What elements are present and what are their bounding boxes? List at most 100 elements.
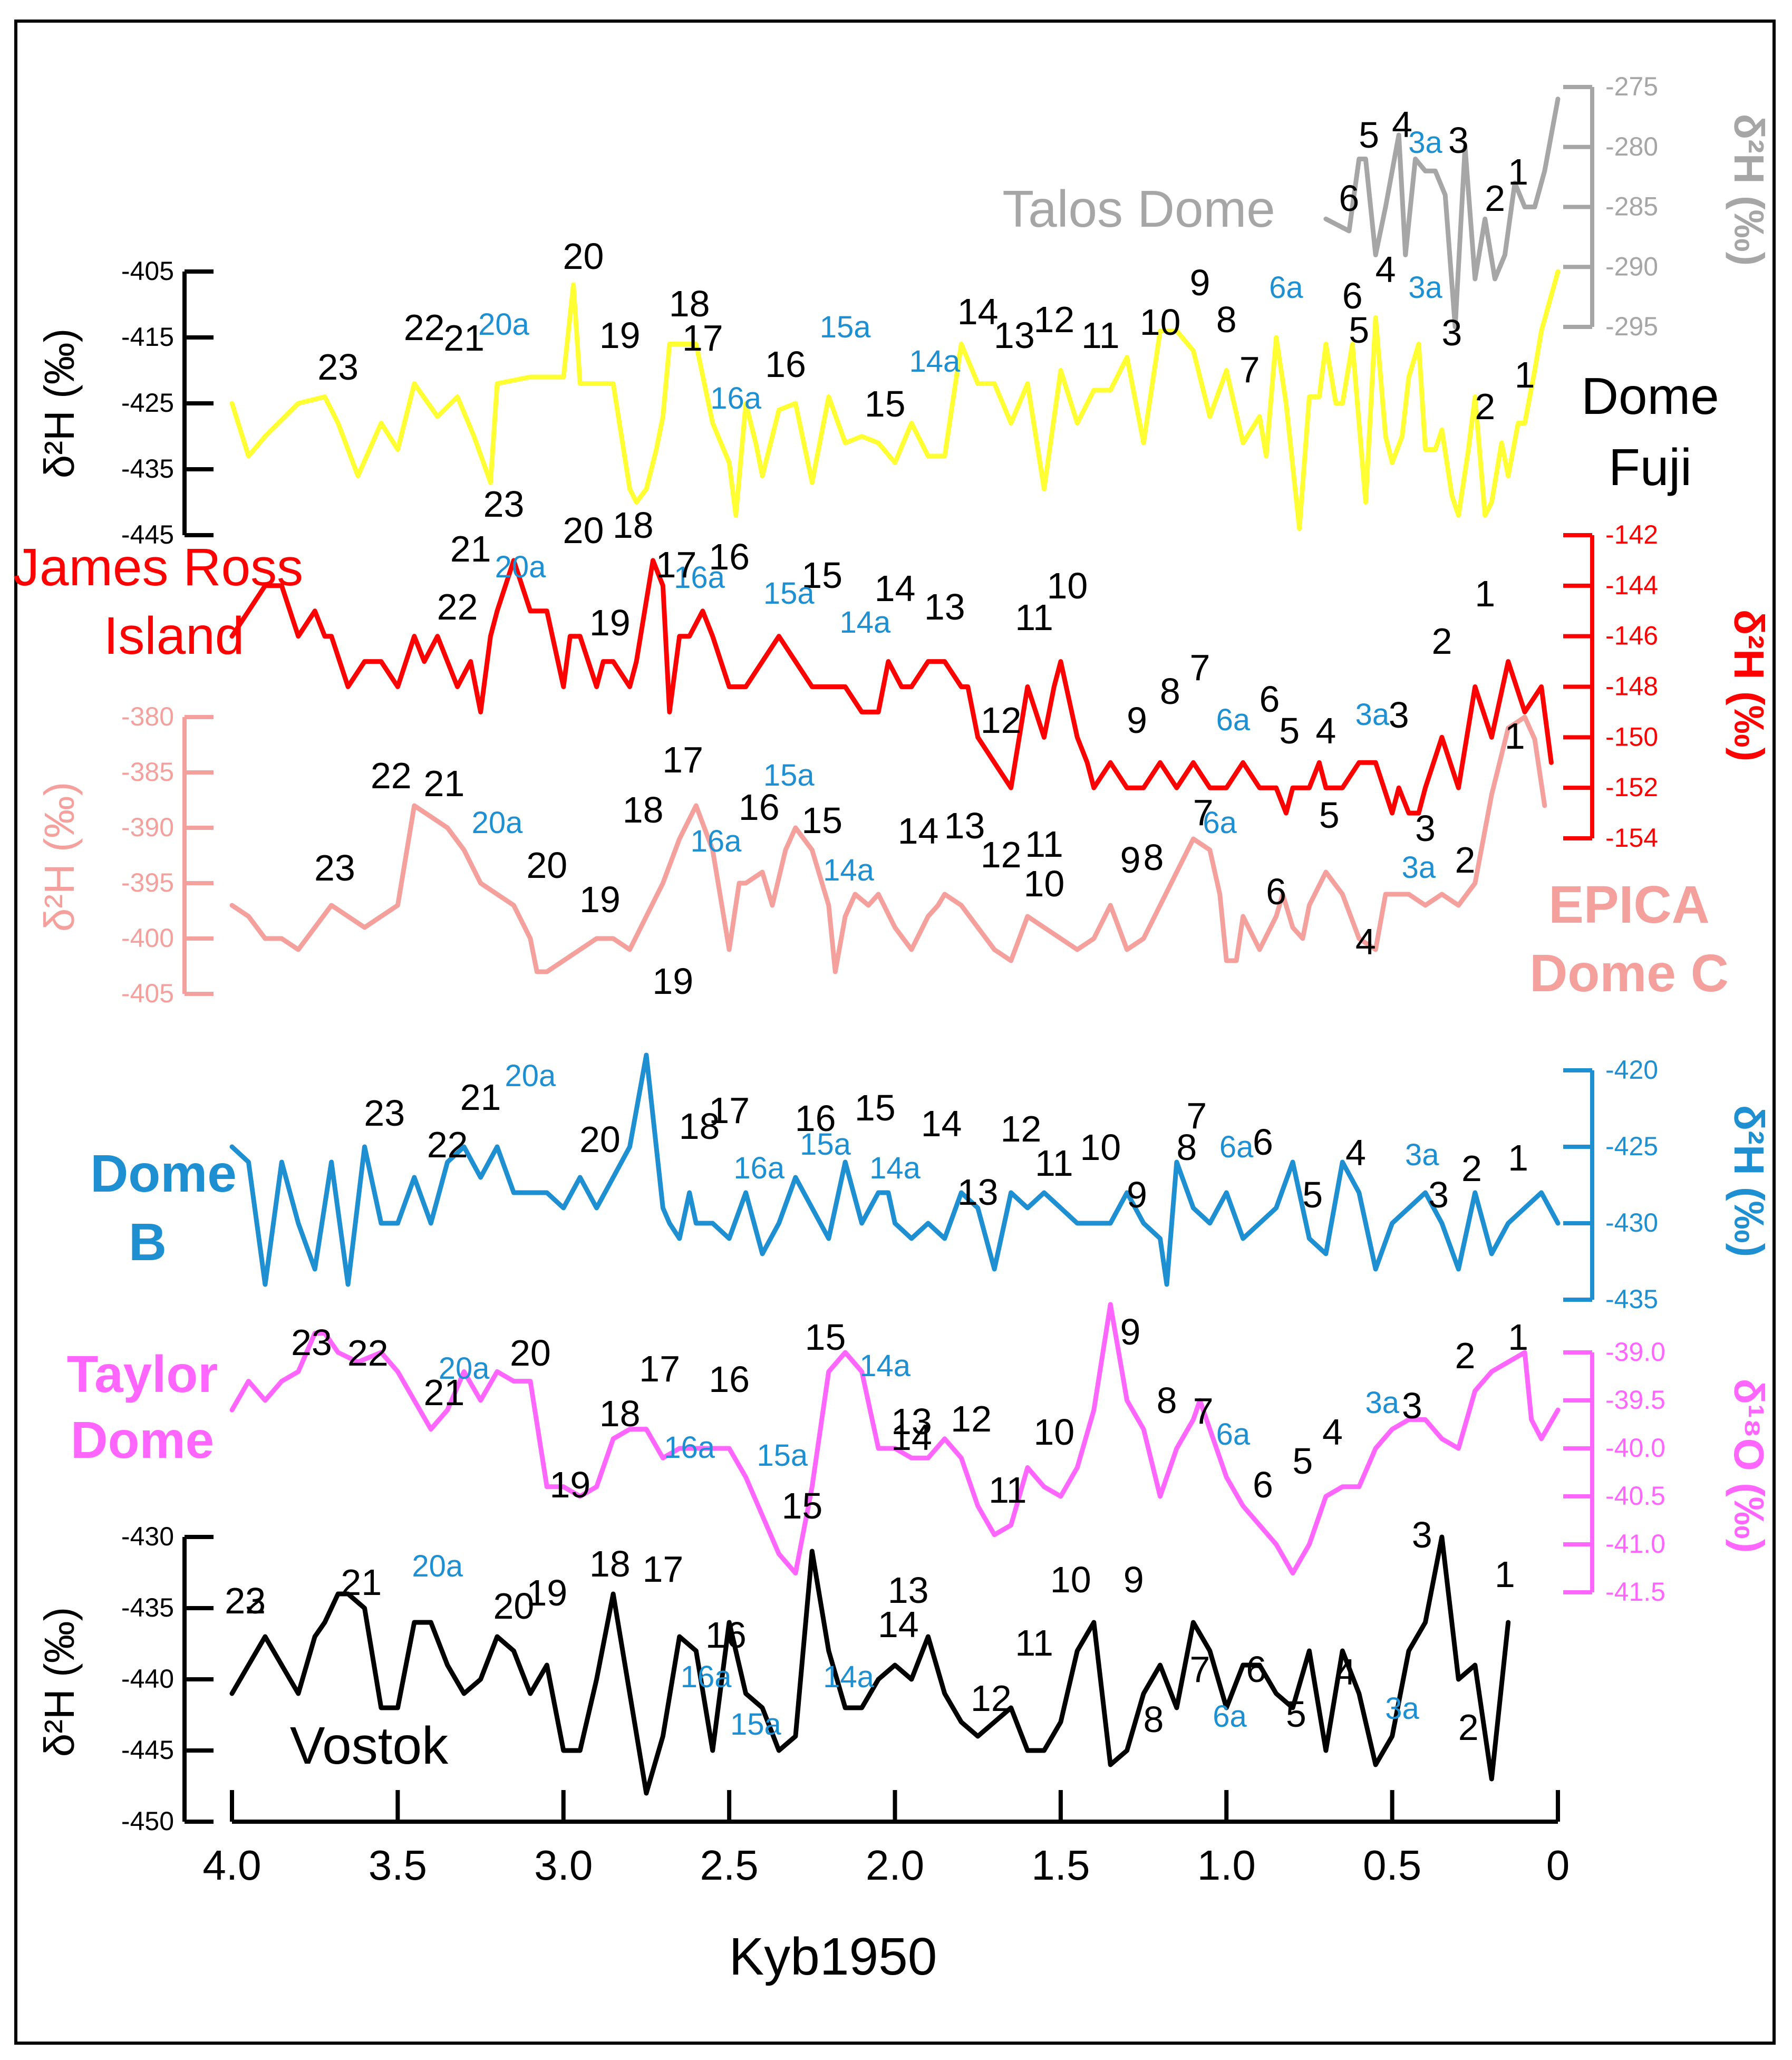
epica-dome-c-event-label: 17 [662, 739, 703, 780]
dome-b-event-label: 4 [1345, 1132, 1366, 1173]
epica-dome-c-event-label: 18 [623, 789, 664, 830]
james-ross-island-event-label: 11 [1015, 597, 1053, 638]
dome-b-event-label: 17 [709, 1090, 750, 1131]
dome-fuji-event-label: 21 [443, 317, 485, 359]
x-tick-label: 0.5 [1363, 1842, 1421, 1889]
epica-dome-c-record-name: Dome C [1529, 944, 1729, 1003]
dome-b-line [229, 1052, 1561, 1287]
taylor-dome-event-label: 5 [1292, 1440, 1313, 1482]
james-ross-island-y-tick-label: -152 [1605, 772, 1658, 802]
taylor-dome-record-name: Dome [71, 1411, 214, 1469]
vostok-event-label: 10 [1050, 1559, 1091, 1600]
taylor-dome-event-label: 10 [1033, 1411, 1074, 1453]
dome-fuji-y-axis-title: δ²H (‰) [36, 328, 83, 478]
vostok-y-tick-label: -450 [121, 1806, 174, 1836]
epica-dome-c-event-label: 22 [371, 755, 412, 796]
james-ross-island-event-label: 13 [924, 586, 965, 627]
dome-fuji-event-label: 14a [909, 344, 961, 379]
james-ross-island-event-label: 7 [1189, 647, 1210, 688]
james-ross-island-event-label: 12 [981, 700, 1022, 741]
x-tick-label: 3.5 [369, 1842, 427, 1889]
epica-dome-c-event-label: 4 [1355, 921, 1376, 962]
talos-dome-record-name: Talos Dome [1002, 180, 1275, 238]
james-ross-island-y-tick-label: -142 [1605, 520, 1658, 549]
talos-dome-line [1323, 96, 1561, 330]
dome-b-record-name: Dome [90, 1144, 237, 1203]
epica-dome-c-record-name: EPICA [1548, 875, 1710, 934]
dome-b-event-label: 15 [855, 1087, 896, 1128]
epica-dome-c-event-label: 9 [1120, 839, 1140, 881]
james-ross-island-event-label: 23 [483, 483, 525, 525]
epica-dome-c-event-label: 20a [472, 806, 524, 840]
dome-fuji-y-tick-label: -425 [121, 388, 174, 418]
taylor-dome-event-label: 15a [757, 1438, 808, 1473]
dome-b-event-label: 20 [579, 1119, 621, 1160]
james-ross-island-event-label: 20 [563, 510, 604, 551]
james-ross-island-y-axis-title: δ²H (‰) [1726, 610, 1772, 761]
james-ross-island-event-label: 15 [801, 555, 842, 596]
dome-b-event-label: 12 [1000, 1108, 1041, 1149]
vostok-y-tick-label: -430 [121, 1522, 174, 1551]
dome-fuji-event-label: 15a [820, 310, 871, 344]
james-ross-island-line [229, 558, 1554, 816]
figure-frame [14, 20, 1776, 2045]
dome-fuji-event-label: 14 [957, 291, 999, 332]
taylor-dome-event-label: 9 [1120, 1311, 1140, 1352]
vostok-event-label: 20a [412, 1549, 463, 1583]
dome-fuji-record-name: Dome [1581, 367, 1719, 425]
james-ross-island-y-tick-label: -148 [1605, 672, 1658, 701]
epica-dome-c-y-tick-label: -405 [121, 979, 174, 1008]
taylor-dome-event-label: 20 [510, 1332, 551, 1374]
dome-b-event-label: 9 [1127, 1174, 1147, 1215]
vostok-event-label: 20 [493, 1585, 535, 1627]
epica-dome-c-y-tick-label: -400 [121, 923, 174, 953]
vostok-event-label: 18 [589, 1543, 631, 1584]
taylor-dome-event-label: 3 [1402, 1385, 1422, 1426]
dome-b-event-label: 7 [1186, 1095, 1207, 1136]
vostok-line [229, 1534, 1511, 1796]
x-tick-label: 4.0 [202, 1842, 261, 1889]
x-tick-label: 2.0 [866, 1842, 924, 1889]
taylor-dome-y-tick-label: -39.0 [1605, 1337, 1665, 1367]
dome-fuji-event-label: 18 [669, 283, 710, 324]
vostok-record-name: Vostok [290, 1716, 449, 1775]
vostok-event-label: 4 [1335, 1651, 1356, 1693]
james-ross-island-event-label: 1 [1475, 573, 1495, 614]
taylor-dome-y-tick-label: -41.0 [1605, 1529, 1665, 1559]
x-tick-label: 2.5 [700, 1842, 759, 1889]
dome-fuji-event-label: 11 [1081, 315, 1120, 356]
taylor-dome-event-label: 14 [891, 1417, 932, 1458]
dome-b-event-label: 23 [364, 1092, 405, 1134]
dome-fuji-y-tick-label: -445 [121, 520, 174, 549]
james-ross-island-event-label: 14a [840, 605, 892, 640]
event-label-layer: 1233a4561233a4566a789101112131414a1515a1… [225, 104, 1535, 1748]
dome-b-event-label: 6a [1219, 1130, 1254, 1164]
vostok-event-label: 17 [642, 1549, 683, 1590]
vostok-event-label: 19 [526, 1572, 567, 1613]
talos-dome-event-label: 1 [1508, 151, 1528, 192]
dome-fuji-event-label: 12 [1033, 299, 1074, 340]
james-ross-island-event-label: 3a [1355, 698, 1390, 732]
taylor-dome-record-name: Taylor [67, 1345, 218, 1403]
epica-dome-c-y-axis-title: δ²H (‰) [36, 782, 83, 932]
vostok-y-tick-label: -445 [121, 1735, 174, 1765]
taylor-dome-y-axis-title: δ¹⁸O (‰) [1726, 1379, 1772, 1553]
talos-dome-y-tick-label: -295 [1605, 312, 1658, 341]
taylor-dome-event-label: 21 [423, 1372, 464, 1413]
vostok-event-label: 22 [225, 1580, 266, 1621]
epica-dome-c-event-label: 23 [314, 847, 355, 888]
vostok-event-label: 8 [1143, 1699, 1164, 1740]
dome-fuji-event-label: 15 [865, 383, 906, 424]
taylor-dome-y-tick-label: -40.0 [1605, 1433, 1665, 1463]
james-ross-island-event-label: 10 [1047, 565, 1088, 606]
vostok-event-label: 12 [971, 1678, 1012, 1719]
dome-b-y-tick-label: -425 [1605, 1131, 1658, 1161]
epica-dome-c-y-tick-label: -385 [121, 757, 174, 787]
taylor-dome-event-label: 22 [347, 1332, 389, 1374]
epica-dome-c-y-tick-label: -390 [121, 813, 174, 842]
taylor-dome-event-label: 8 [1157, 1380, 1177, 1421]
dome-fuji-event-label: 6 [1342, 275, 1363, 316]
james-ross-island-event-label: 22 [437, 586, 478, 627]
james-ross-island-y-tick-label: -150 [1605, 722, 1658, 751]
dome-fuji-y-tick-label: -415 [121, 322, 174, 352]
